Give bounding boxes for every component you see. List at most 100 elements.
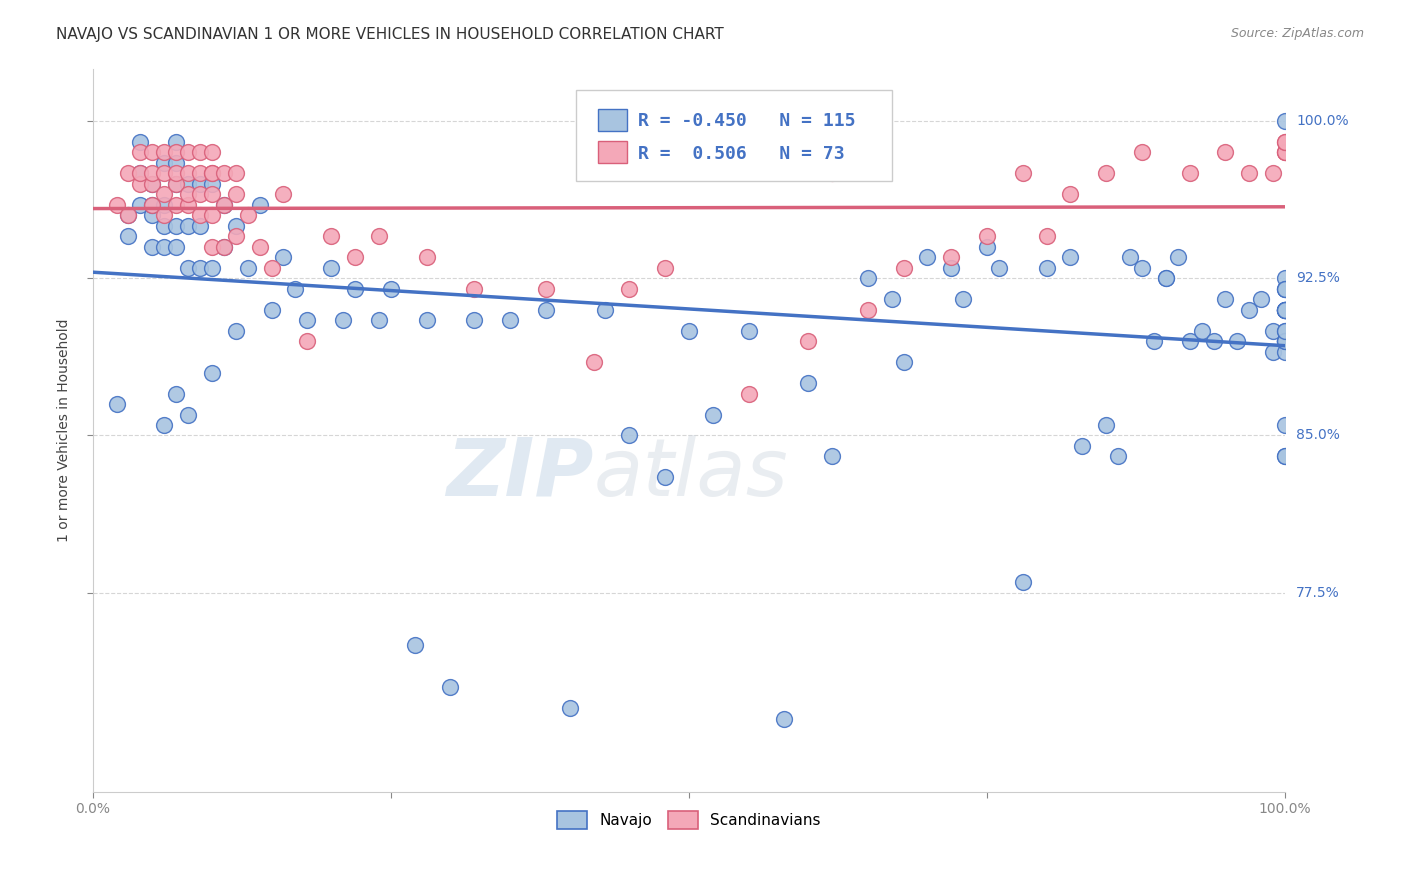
FancyBboxPatch shape <box>599 109 627 131</box>
Point <box>1239 302 1261 317</box>
Point <box>165 135 187 149</box>
Point <box>141 177 163 191</box>
Point <box>367 229 389 244</box>
Point <box>1263 324 1285 338</box>
Point <box>1178 334 1201 348</box>
Point <box>856 271 879 285</box>
Point <box>188 166 211 180</box>
Point <box>153 240 176 254</box>
Point <box>404 638 426 652</box>
Point <box>260 302 283 317</box>
Point <box>225 166 247 180</box>
Point <box>236 208 259 222</box>
Point <box>141 177 163 191</box>
Point <box>153 187 176 202</box>
Point <box>1215 292 1237 306</box>
Point <box>1274 302 1296 317</box>
Point <box>832 114 855 128</box>
Point <box>297 334 319 348</box>
Point <box>201 260 224 275</box>
Point <box>797 334 820 348</box>
Point <box>165 386 187 401</box>
Point <box>619 428 641 442</box>
Point <box>201 187 224 202</box>
Point <box>153 198 176 212</box>
Point <box>321 260 343 275</box>
Point <box>188 177 211 191</box>
Point <box>1178 166 1201 180</box>
Point <box>236 260 259 275</box>
Point <box>1119 250 1142 264</box>
Text: R =  0.506   N = 73: R = 0.506 N = 73 <box>638 145 844 163</box>
Point <box>188 219 211 233</box>
Point <box>1263 166 1285 180</box>
Point <box>1274 324 1296 338</box>
Point <box>976 229 998 244</box>
Point <box>1274 417 1296 432</box>
Point <box>141 198 163 212</box>
Point <box>1274 282 1296 296</box>
Point <box>165 156 187 170</box>
Point <box>153 156 176 170</box>
Point <box>1274 324 1296 338</box>
Point <box>225 324 247 338</box>
Point <box>212 166 235 180</box>
Point <box>153 219 176 233</box>
Point <box>1274 282 1296 296</box>
Point <box>1274 334 1296 348</box>
Point <box>201 177 224 191</box>
Text: ZIP: ZIP <box>446 434 593 513</box>
Text: atlas: atlas <box>593 434 789 513</box>
Point <box>976 240 998 254</box>
Point <box>880 292 903 306</box>
Point <box>856 302 879 317</box>
Y-axis label: 1 or more Vehicles in Household: 1 or more Vehicles in Household <box>58 318 72 542</box>
Point <box>212 198 235 212</box>
Point <box>797 376 820 390</box>
Point <box>201 366 224 380</box>
Point <box>177 166 200 180</box>
Point <box>595 302 617 317</box>
Point <box>141 145 163 160</box>
Point <box>415 313 437 327</box>
Point <box>141 240 163 254</box>
Text: 77.5%: 77.5% <box>1296 586 1340 599</box>
Point <box>1059 187 1081 202</box>
Text: 85.0%: 85.0% <box>1296 428 1340 442</box>
Point <box>893 260 915 275</box>
Point <box>917 250 939 264</box>
Point <box>1274 135 1296 149</box>
Point <box>212 240 235 254</box>
Point <box>177 177 200 191</box>
Point <box>141 166 163 180</box>
Point <box>1274 145 1296 160</box>
Point <box>129 145 152 160</box>
Point <box>225 187 247 202</box>
Point <box>201 240 224 254</box>
Point <box>1226 334 1249 348</box>
Point <box>1274 302 1296 317</box>
Point <box>678 324 700 338</box>
Point <box>177 219 200 233</box>
Point <box>165 177 187 191</box>
Point <box>321 229 343 244</box>
Point <box>1095 417 1118 432</box>
Text: NAVAJO VS SCANDINAVIAN 1 OR MORE VEHICLES IN HOUSEHOLD CORRELATION CHART: NAVAJO VS SCANDINAVIAN 1 OR MORE VEHICLE… <box>56 27 724 42</box>
Point <box>821 450 844 464</box>
Point <box>212 198 235 212</box>
Point <box>737 386 759 401</box>
Point <box>952 292 974 306</box>
Point <box>165 219 187 233</box>
Point <box>129 166 152 180</box>
Point <box>439 680 461 694</box>
Point <box>1274 334 1296 348</box>
Point <box>153 208 176 222</box>
Point <box>165 198 187 212</box>
Point <box>367 313 389 327</box>
Point <box>987 260 1010 275</box>
Point <box>534 282 557 296</box>
Text: R = -0.450   N = 115: R = -0.450 N = 115 <box>638 112 855 130</box>
Point <box>582 355 605 369</box>
Text: 100.0%: 100.0% <box>1296 114 1348 128</box>
Point <box>201 166 224 180</box>
